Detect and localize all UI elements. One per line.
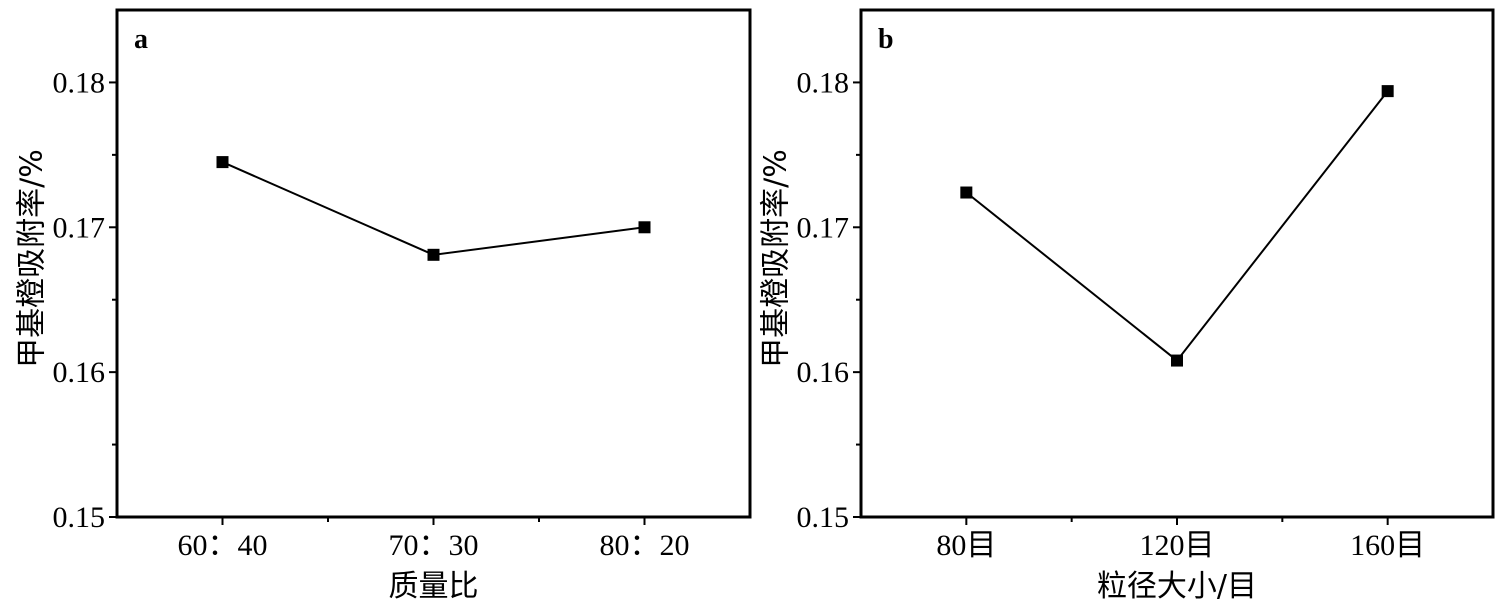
series-line <box>965 90 1389 362</box>
x-axis-title: 质量比 <box>389 569 479 604</box>
plot-frame <box>115 8 752 519</box>
y-tick-label: 0.17 <box>797 211 850 244</box>
x-tick-label: 80：20 <box>600 529 690 562</box>
x-axis-title: 粒径大小/目 <box>1097 569 1257 604</box>
data-point <box>960 186 973 199</box>
y-tick-label: 0.18 <box>797 66 850 99</box>
x-tick-label: 120目 <box>1140 529 1215 562</box>
data-point <box>638 221 651 234</box>
data-point <box>216 156 229 169</box>
plot-frame <box>859 8 1495 519</box>
y-tick-label: 0.16 <box>53 356 106 389</box>
x-tick-label: 160目 <box>1350 529 1425 562</box>
x-tick-label: 70：30 <box>389 529 479 562</box>
data-point <box>1171 354 1183 367</box>
chart-panel-a: 0.15 0.16 0.17 0.18 60：40 70：30 80：20 a 质量比 甲基橙吸附… <box>15 8 752 604</box>
y-axis-title: 甲基橙吸附率/% <box>759 149 794 368</box>
x-tick-label: 80目 <box>936 529 996 562</box>
y-tick-label: 0.18 <box>53 66 106 99</box>
series-line <box>222 161 645 256</box>
x-tick-label: 60：40 <box>178 529 268 562</box>
y-tick-label: 0.15 <box>53 501 106 534</box>
y-tick-label: 0.15 <box>797 501 850 534</box>
panel-label: b <box>878 24 894 55</box>
panel-label: a <box>134 24 148 55</box>
y-axis-title: 甲基橙吸附率/% <box>15 149 50 368</box>
data-point <box>1381 85 1394 98</box>
y-tick-label: 0.17 <box>53 211 106 244</box>
chart-panel-b: 0.15 0.16 0.17 0.18 80目 120目 160目 b 粒径大小/目 甲基橙吸附率… <box>759 8 1495 604</box>
data-point <box>427 248 440 261</box>
y-tick-label: 0.16 <box>797 356 850 389</box>
